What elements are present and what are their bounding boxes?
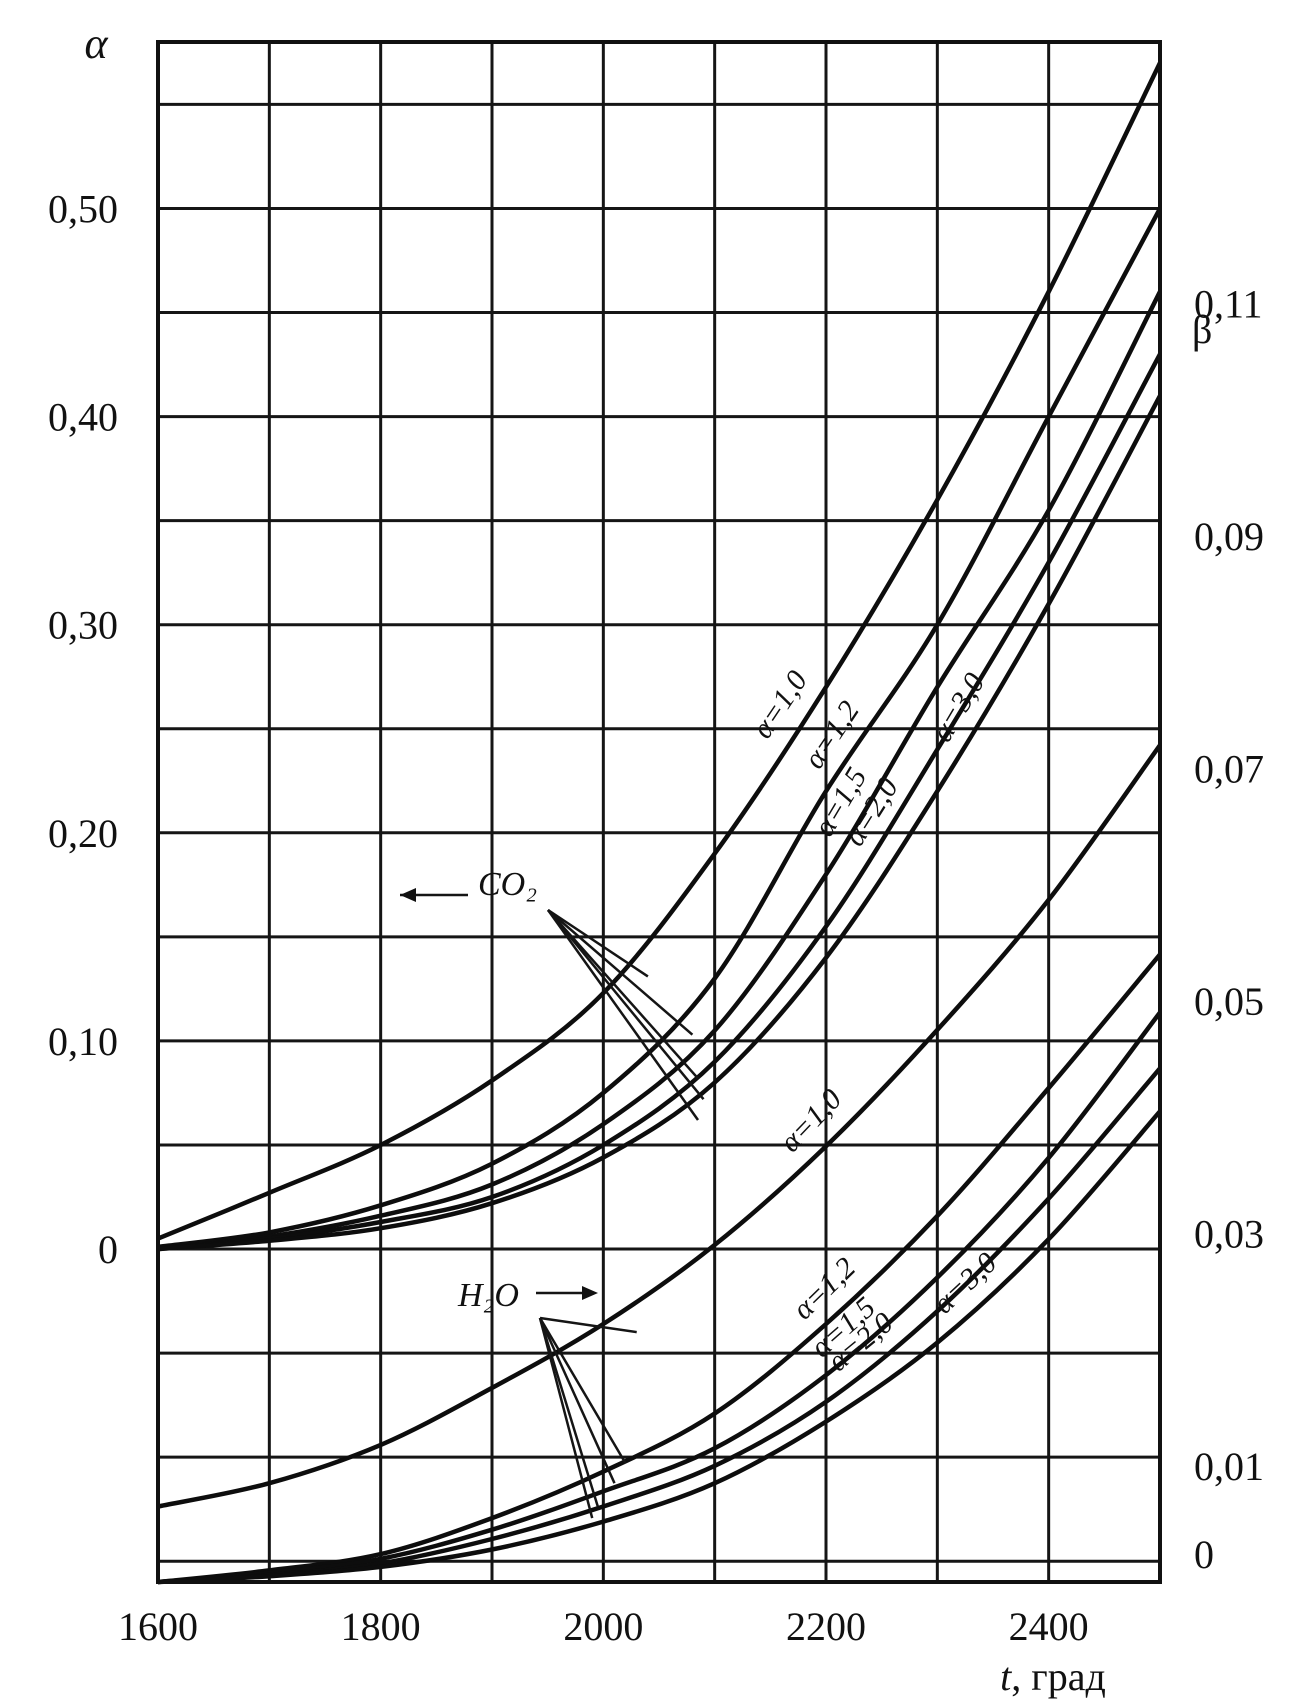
x-tick-label: 1600 [118,1604,198,1649]
series-line-co2-1 [157,207,1162,1250]
series-label-co2-1: α=1,2 [798,695,866,774]
x-axis-title: t, град [1000,1654,1106,1699]
grid [158,42,1160,1582]
y-left-tick-label: 0,50 [48,186,118,231]
series-line-co2-4 [157,394,1162,1252]
leader-line-co2 [547,909,694,1036]
leader-line-co2 [547,909,699,1080]
x-tick-label: 1800 [341,1604,421,1649]
y-right-tick-label: 0 [1194,1532,1214,1577]
plot-frame [156,40,1162,1584]
leader-line-co2 [546,909,700,1121]
group-label-h2o: H₂O [457,1277,519,1314]
curves [157,61,1163,1585]
labels: α=1,0α=1,2α=1,5α=2,0α=3,0α=1,0α=1,2α=1,5… [48,19,1264,1699]
x-tick-label: 2000 [563,1604,643,1649]
arrow-head-icon [400,888,416,902]
y-right-tick-label: 0,03 [1194,1211,1264,1256]
leader-line-h2o [538,1317,599,1507]
x-axis-variable: t [1000,1654,1012,1699]
series-line-co2-3 [157,353,1162,1252]
y-left-tick-label: 0,10 [48,1019,118,1064]
y-left-tick-label: 0 [98,1227,118,1272]
series-label-co2-4: α=3,0 [926,667,992,747]
series-line-co2-2 [157,290,1163,1252]
series-line-h2o-4 [157,1109,1162,1585]
group-label-co2: CO₂ [478,866,537,903]
leader-line-h2o [539,1316,637,1334]
leader-line-co2 [547,908,649,978]
y-right-tick-label: 0,11 [1194,282,1263,327]
y-left-tick-label: 0,20 [48,811,118,856]
leader-line-h2o [538,1317,627,1465]
y-left-tick-label: 0,30 [48,603,118,648]
y-right-tick-label: 0,05 [1194,979,1264,1024]
leader-lines [400,888,705,1519]
x-tick-label: 2400 [1009,1604,1089,1649]
y-right-axis-title: β [1192,307,1212,352]
leader-line-h2o [538,1317,594,1519]
y-left-tick-label: 0,40 [48,395,118,440]
series-line-h2o-1 [157,952,1162,1585]
series-label-h2o-0: α=1,0 [774,1083,849,1159]
series-label-co2-0: α=1,0 [746,665,814,744]
y-right-tick-label: 0,01 [1194,1444,1264,1489]
y-right-tick-label: 0,07 [1194,746,1264,791]
x-tick-label: 2200 [786,1604,866,1649]
y-left-axis-title: α [84,19,108,68]
leader-line-h2o [538,1317,616,1484]
series-line-co2-0 [157,61,1163,1241]
leader-line-co2 [547,909,705,1100]
y-right-tick-label: 0,09 [1194,514,1264,559]
series-line-h2o-0 [157,743,1162,1509]
arrow-head-icon [582,1286,598,1300]
x-axis-unit: , град [1011,1654,1106,1699]
series-line-h2o-2 [157,1011,1162,1585]
